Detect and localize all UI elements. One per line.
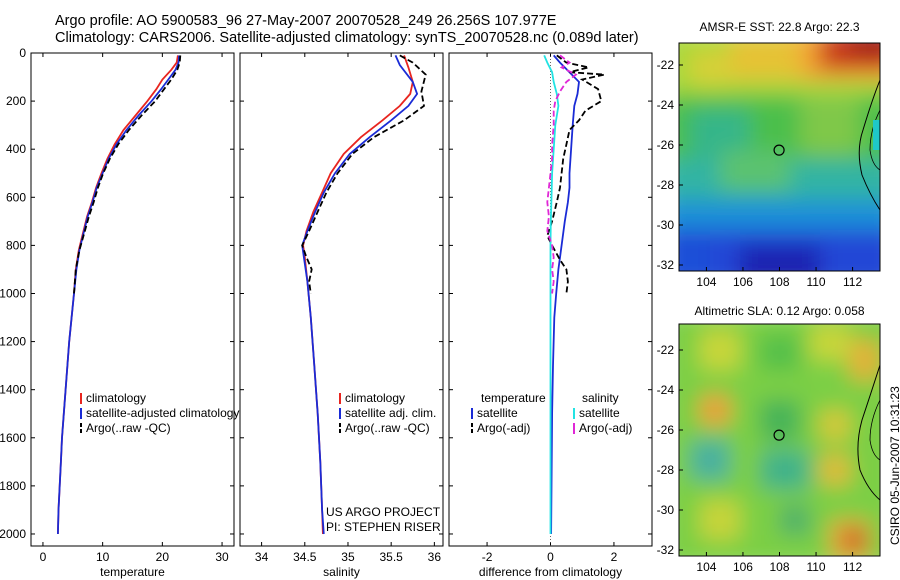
depth-tick-label: 1600: [0, 431, 26, 445]
salinity-x-axis-label: salinity: [323, 565, 360, 579]
sst_map-lon-tick-label: 104: [696, 275, 716, 289]
legend-label: Argo(..raw -QC): [345, 421, 430, 435]
depth-tick-label: 1000: [0, 286, 26, 300]
depth-tick-label: 800: [6, 238, 26, 252]
legend-title-temperature: temperature: [481, 391, 546, 405]
page-title: Argo profile: AO 5900583_96 27-May-2007 …: [55, 13, 639, 47]
depth-tick-label: 1400: [0, 383, 26, 397]
difference-x-tick-label: 0: [547, 550, 554, 564]
sst_map-lon-tick-label: 110: [806, 275, 825, 289]
sla_map-lon-tick-label: 112: [843, 560, 862, 574]
sst-shelf: [873, 120, 880, 150]
temperature-frame: [30, 52, 235, 547]
sst_map-lat-tick-label: -32: [657, 258, 675, 272]
sst_map-lat-tick-label: -30: [657, 218, 675, 232]
salinity-x-tick-label: 34: [255, 550, 269, 564]
legend-label: satellite-adjusted climatology: [86, 406, 239, 420]
panel-temperature: 0 10 20 30 temperature 0 200 400 600 800 1000 1200 1…: [0, 46, 239, 579]
legend-label: satellite adj. clim.: [345, 406, 436, 420]
salinity-series-satellite-adj-clim-: [301, 55, 419, 535]
legend-label: climatology: [345, 391, 405, 405]
temperature-series-argo-raw-qc-: [73, 55, 182, 294]
sla_map-lat-tick-label: -22: [657, 343, 675, 357]
side-timestamp: CSIRO 05-Jun-2007 10:31:23: [888, 386, 900, 545]
depth-tick-label: 0: [19, 46, 26, 60]
difference-x-tick-label: 2: [611, 550, 618, 564]
salinity-x-tick-label: 35: [341, 550, 355, 564]
depth-tick-label: 1800: [0, 479, 26, 493]
temperature-x-tick-label: 10: [96, 550, 110, 564]
salinity-series-argo-raw-qc-: [301, 54, 427, 294]
temperature-x-tick-label: 30: [215, 550, 229, 564]
difference-x-tick-label: -2: [482, 550, 493, 564]
sla_map-lon-tick-label: 106: [733, 560, 753, 574]
sst-map-title: AMSR-E SST: 22.8 Argo: 22.3: [699, 20, 860, 34]
depth-tick-label: 600: [6, 190, 26, 204]
sla_map-lat-tick-label: -28: [657, 463, 675, 477]
legend-label: satellite: [579, 406, 620, 420]
salinity-frame: [239, 52, 444, 547]
depth-tick-label: 400: [6, 142, 26, 156]
sla_map-lon-tick-label: 110: [806, 560, 825, 574]
legend-title-salinity: salinity: [582, 391, 619, 405]
sla-map-title: Altimetric SLA: 0.12 Argo: 0.058: [694, 304, 865, 318]
sst_map-lat-tick-label: -28: [657, 178, 675, 192]
sla-map: 104 106 108 110 112 -22 -24 -26 -28 -30 -32: [657, 323, 881, 574]
temperature-series-climatology: [57, 55, 179, 535]
sla_map-lon-tick-label: 104: [696, 560, 716, 574]
sst_map-lon-tick-label: 108: [769, 275, 789, 289]
sla-coastline: [857, 364, 880, 501]
legend-label: Argo(-adj): [579, 421, 632, 435]
temperature-series-satellite-adjusted-climatology: [57, 55, 180, 535]
sla_map-lat-tick-label: -24: [657, 383, 675, 397]
depth-tick-label: 1200: [0, 335, 26, 349]
legend-label: Argo(..raw -QC): [86, 421, 171, 435]
temperature-x-tick-label: 0: [40, 550, 47, 564]
sst_map-lon-tick-label: 106: [733, 275, 753, 289]
sst-field: [679, 43, 880, 271]
sst_map-lat-tick-label: -24: [657, 98, 675, 112]
sst-coastline: [858, 79, 880, 211]
sla_map-lat-tick-label: -30: [657, 503, 675, 517]
legend-label: satellite: [477, 406, 518, 420]
sla_map-argo-position-marker: [773, 429, 785, 441]
sla_map-lon-tick-label: 108: [769, 560, 789, 574]
temperature-x-axis-label: temperature: [100, 565, 165, 579]
title-line-2: Climatology: CARS2006. Satellite-adjuste…: [55, 30, 639, 46]
title-line-1: Argo profile: AO 5900583_96 27-May-2007 …: [55, 13, 557, 29]
panel-salinity: 34 34.5 35 35.5 36 salinity climatologysatelli…: [239, 52, 444, 579]
temperature-x-tick-label: 20: [156, 550, 170, 564]
difference-series-temperature-satellite: [550, 54, 580, 535]
difference-x-axis-label: difference from climatology: [479, 565, 622, 579]
legend-label: Argo(-adj): [477, 421, 530, 435]
difference-series-salinity-satellite: [543, 55, 560, 534]
project-annotation: US ARGO PROJECT: [326, 505, 441, 519]
depth-tick-label: 2000: [0, 527, 26, 541]
difference-series-salinity-argo-adj-: [546, 54, 578, 294]
salinity-x-tick-label: 35.5: [379, 550, 403, 564]
sst-map: 104 106 108 110 112 -22 -24 -26 -28 -30 -32: [657, 42, 881, 289]
salinity-x-tick-label: 36: [428, 550, 442, 564]
sla_map-lat-tick-label: -26: [657, 423, 675, 437]
salinity-x-tick-label: 34.5: [293, 550, 317, 564]
difference-series-temperature-argo-adj-: [546, 54, 605, 294]
sla_map-lat-tick-label: -32: [657, 543, 675, 557]
sla-coastline-inner: [869, 399, 880, 461]
project-annotation: PI: STEPHEN RISER: [326, 520, 441, 534]
sst_map-lon-tick-label: 112: [843, 275, 862, 289]
sst_map-lat-tick-label: -22: [657, 58, 675, 72]
legend-label: climatology: [86, 391, 146, 405]
sst_map-lat-tick-label: -26: [657, 138, 675, 152]
depth-tick-label: 200: [6, 94, 26, 108]
sst_map-argo-position-marker: [773, 144, 785, 156]
